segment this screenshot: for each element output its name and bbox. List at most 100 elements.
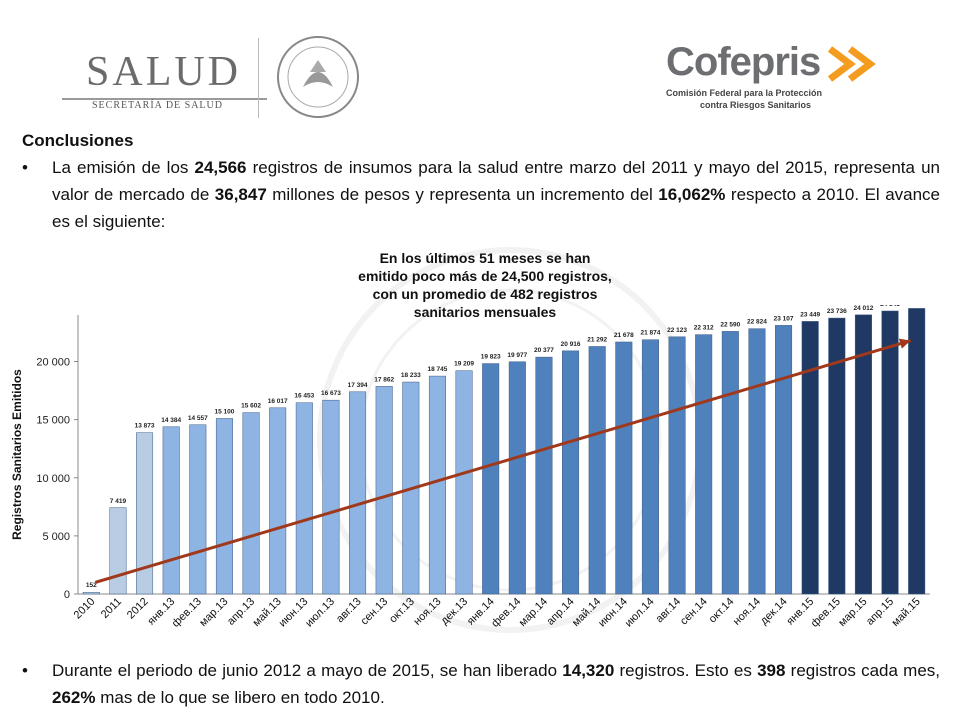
bar (242, 412, 260, 595)
bullet-paragraph-1: • La emisión de los 24,566 registros de … (22, 154, 940, 235)
x-tick-label: фев.14 (489, 596, 523, 630)
bar (482, 363, 500, 595)
section-title: Conclusiones (22, 131, 134, 150)
x-tick-label: ноя.14 (731, 596, 763, 628)
x-tick-label: фев.13 (170, 596, 204, 630)
bar (162, 426, 180, 595)
bar (535, 356, 553, 595)
bar (189, 424, 207, 595)
bar (82, 591, 100, 595)
bar (375, 386, 393, 595)
bar-value-label: 23 736 (827, 308, 847, 315)
bar (562, 350, 580, 595)
bar (775, 325, 793, 595)
x-tick-label: мар.14 (517, 596, 550, 629)
x-tick-label: дек.13 (439, 596, 471, 628)
x-tick-label: мар.13 (197, 596, 230, 629)
cofepris-subtitle-2: contra Riesgos Sanitarios (700, 100, 812, 110)
bar-value-label: 16 453 (294, 393, 314, 400)
bar-value-label: 17 394 (348, 382, 368, 389)
bar-value-label: 19 977 (507, 352, 527, 359)
bullet-icon: • (22, 158, 28, 177)
bullet-icon: • (22, 661, 28, 680)
cofepris-subtitle-1: Comisión Federal para la Protección (666, 88, 823, 98)
bar-value-label: 20 916 (561, 341, 581, 348)
bar-value-label: 16 673 (321, 390, 341, 397)
y-tick-label: 20 000 (36, 357, 70, 369)
bar (828, 317, 846, 595)
y-tick-label: 5 000 (42, 531, 70, 543)
salud-divider-line (62, 98, 267, 100)
bar (588, 346, 606, 595)
bar (854, 314, 872, 595)
y-axis-label: Registros Sanitarios Emitidos (10, 369, 24, 540)
bar-value-label: 22 312 (694, 325, 714, 332)
bar (322, 399, 340, 595)
bar-value-label: 15 100 (214, 408, 234, 415)
bar-value-label: 18 233 (401, 372, 421, 379)
x-tick-label: фев.15 (809, 596, 843, 630)
x-tick-label: май.15 (889, 596, 922, 629)
bar-value-label: 20 377 (534, 347, 554, 354)
bar-value-label: 19 209 (454, 361, 474, 368)
x-tick-label: июл.13 (303, 596, 337, 630)
x-tick-label: мар.15 (836, 596, 869, 629)
bar (109, 507, 127, 595)
bar (748, 328, 766, 595)
bar-value-label: 24 012 (853, 305, 873, 312)
salud-logo: SALUD SECRETARÍA DE SALUD (62, 40, 267, 115)
bar (801, 321, 819, 595)
salud-subtitle: SECRETARÍA DE SALUD (92, 100, 223, 111)
bar (295, 402, 313, 595)
bar-value-label: 22 123 (667, 327, 687, 334)
bar-value-label: 21 874 (640, 330, 660, 337)
salud-title: SALUD (86, 49, 242, 95)
bar-value-label: 18 745 (427, 366, 447, 373)
bar (721, 331, 739, 595)
bar (641, 339, 659, 595)
bar (881, 310, 899, 595)
registrations-bar-chart: 0 5 000 10 000 15 000 20 000 Registros Sanita… (10, 305, 930, 630)
bar (269, 407, 287, 595)
bar-value-label: 17 862 (374, 376, 394, 383)
bar-value-label: 21 678 (614, 332, 634, 339)
bar (908, 308, 926, 595)
bullet-paragraph-2: • Durante el periodo de junio 2012 a may… (22, 657, 940, 711)
cofepris-logo: Cofepris Comisión Federal para la Protec… (660, 40, 900, 120)
bar-value-label: 19 823 (481, 354, 501, 361)
bar-value-label: 16 017 (268, 398, 288, 405)
bar (215, 418, 233, 595)
x-tick-label: сен.14 (678, 596, 710, 628)
bar-value-label: 22 824 (747, 319, 767, 326)
bar (428, 375, 446, 595)
y-tick-label: 0 (64, 589, 70, 601)
bar (455, 370, 473, 595)
bar-value-label: 22 590 (720, 321, 740, 328)
bar-value-label: 15 602 (241, 403, 261, 410)
bar (668, 336, 686, 595)
x-tick-label: июл.14 (623, 596, 657, 630)
header-divider (258, 38, 259, 118)
bar-value-label: 7 419 (110, 498, 127, 505)
bar-value-label: 152 (86, 582, 97, 589)
x-tick-label: 2010 (72, 596, 98, 622)
x-tick-label: сен.13 (359, 596, 391, 628)
bullet-text-1: La emisión de los 24,566 registros de in… (52, 158, 941, 231)
bar-value-label: 13 873 (135, 423, 155, 430)
bar (508, 361, 526, 595)
bar-value-label: 14 557 (188, 415, 208, 422)
y-tick-label: 15 000 (36, 415, 70, 427)
bar-value-label: 21 292 (587, 336, 607, 343)
cofepris-name: Cofepris (666, 40, 821, 84)
bar (136, 432, 154, 595)
trend-arrowhead (898, 338, 911, 349)
arrow-chevrons-icon (827, 46, 876, 82)
y-tick-label: 10 000 (36, 473, 70, 485)
trend-line (94, 339, 912, 584)
bullet-text-2: Durante el periodo de junio 2012 a mayo … (52, 661, 941, 707)
bar (695, 334, 713, 595)
bar-value-label: 23 107 (774, 315, 794, 322)
chart-annotation: En los últimos 51 meses se han emitido p… (358, 250, 612, 320)
bar-value-label: 14 384 (161, 417, 181, 424)
bar-value-label: 24 345 (880, 305, 900, 308)
